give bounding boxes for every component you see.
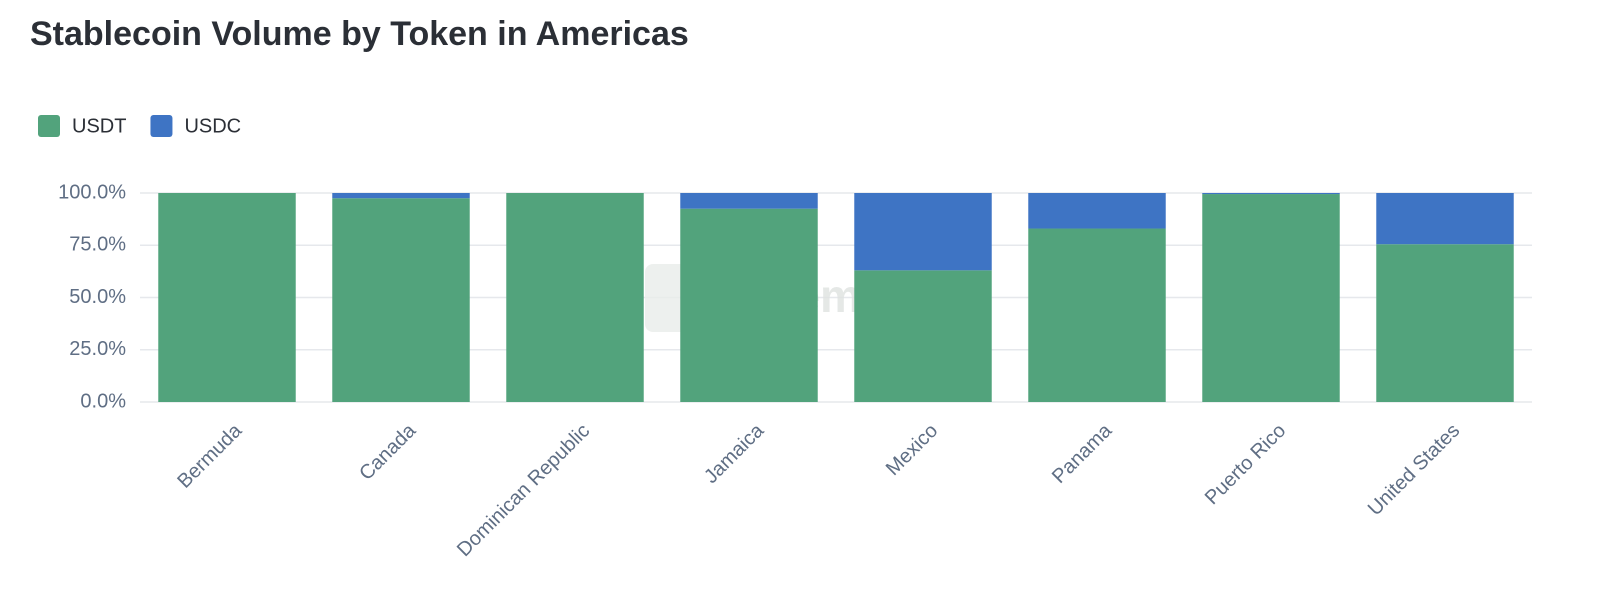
- x-tick: Puerto Rico: [1201, 420, 1290, 509]
- x-tick-label: Puerto Rico: [1201, 420, 1290, 509]
- bar-segment: [332, 193, 470, 199]
- x-tick-label: Canada: [355, 419, 421, 485]
- x-tick: Dominican Republic: [453, 420, 594, 561]
- legend-swatch: [150, 115, 173, 137]
- y-tick-label: 50.0%: [69, 286, 126, 308]
- bar-segment: [854, 193, 992, 271]
- chart-title: Stablecoin Volume by Token in Americas: [30, 15, 689, 53]
- bar-segment: [1376, 193, 1514, 245]
- bar-segment: [332, 198, 470, 402]
- y-tick-label: 0.0%: [80, 390, 126, 412]
- bar-segment: [854, 270, 992, 402]
- bar-segment: [1202, 194, 1340, 402]
- x-tick: United States: [1364, 420, 1464, 520]
- bar-segment: [1202, 193, 1340, 195]
- x-tick-label: Panama: [1048, 419, 1117, 488]
- bar-segment: [158, 193, 296, 402]
- legend-label: USDC: [184, 115, 241, 137]
- legend-label: USDT: [72, 115, 126, 137]
- bar-segment: [1376, 244, 1514, 402]
- bar-segment: [680, 193, 818, 209]
- y-tick-label: 25.0%: [69, 338, 126, 360]
- x-tick: Canada: [355, 419, 421, 485]
- x-tick: Bermuda: [173, 419, 247, 493]
- y-tick-label: 100.0%: [58, 181, 126, 203]
- x-tick-label: Dominican Republic: [453, 420, 594, 561]
- legend-swatch: [38, 115, 60, 137]
- x-tick-label: Bermuda: [173, 419, 247, 493]
- x-tick: Panama: [1048, 419, 1117, 488]
- bar-segment: [1028, 193, 1166, 229]
- bar-segment: [1028, 228, 1166, 402]
- x-tick: Mexico: [882, 420, 942, 480]
- y-tick-label: 75.0%: [69, 234, 126, 256]
- bar-segment: [506, 193, 644, 402]
- x-tick-label: Mexico: [882, 420, 942, 480]
- bar-segment: [680, 208, 818, 402]
- x-tick-label: Jamaica: [700, 419, 769, 488]
- x-tick: Jamaica: [700, 419, 769, 488]
- x-tick-label: United States: [1364, 420, 1464, 520]
